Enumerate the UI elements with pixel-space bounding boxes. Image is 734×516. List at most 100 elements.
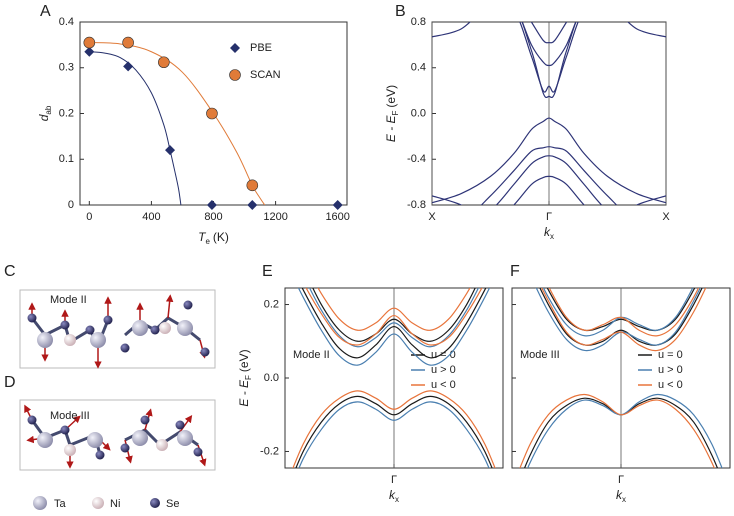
legend-label: Se	[166, 498, 179, 510]
axis-label-sub: ab	[44, 105, 53, 114]
legend-label: u = 0	[658, 349, 683, 361]
y-tick-label: 0.1	[59, 153, 74, 165]
axis-label-unit: (eV)	[384, 85, 398, 108]
axis-label-sub: x	[622, 495, 626, 504]
band-line	[308, 288, 480, 348]
legend-label: Ni	[110, 498, 120, 510]
structure-label: Mode III	[50, 410, 90, 422]
fit-curve	[89, 51, 182, 205]
point	[206, 200, 217, 210]
panel-letter: A	[40, 3, 51, 20]
annotation: Mode II	[293, 349, 330, 361]
axis-label: dab	[37, 105, 53, 121]
band-line	[521, 22, 577, 67]
x-tick-label: X	[662, 211, 670, 223]
annotation: Mode III	[520, 349, 560, 361]
x-tick-label: X	[428, 211, 436, 223]
x-tick-label: 400	[142, 211, 160, 223]
axis-label-sub: x	[395, 495, 399, 504]
axis-label-main: k	[389, 488, 396, 502]
axis-label-main: k	[544, 225, 551, 239]
band-line	[297, 288, 491, 366]
panel-letter: D	[4, 374, 16, 391]
legend-marker	[229, 69, 241, 81]
legend-label: u < 0	[431, 379, 456, 391]
band-line	[301, 288, 487, 359]
point	[122, 36, 134, 49]
band-line	[541, 288, 707, 352]
y-tick-label: 0.0	[264, 372, 279, 384]
y-tick-label: 0.4	[411, 62, 426, 74]
x-tick-label: 0	[86, 211, 92, 223]
axis-label-main: T	[198, 230, 207, 244]
x-tick-label: 800	[204, 211, 222, 223]
axis-label-sub: e	[205, 237, 210, 246]
point	[123, 61, 134, 72]
axis-label-sub: F	[391, 110, 400, 115]
band-line	[292, 390, 496, 468]
y-tick-label: 0.2	[59, 107, 74, 119]
point	[332, 200, 343, 210]
y-tick-label: -0.4	[407, 153, 426, 165]
legend-marker	[230, 43, 240, 53]
band-line	[480, 146, 618, 205]
y-tick-label: 0.0	[411, 107, 426, 119]
x-tick-label: 1200	[263, 211, 287, 223]
band-line	[546, 288, 696, 332]
legend-label: u < 0	[658, 379, 683, 391]
axis-label: kx	[544, 225, 554, 241]
axis-label-unit: (K)	[213, 230, 229, 244]
band-line	[539, 288, 703, 346]
y-tick-label: 0.2	[264, 298, 279, 310]
axis-label-sub: F	[244, 375, 253, 380]
band-line	[312, 288, 476, 342]
y-tick-label: 0	[68, 199, 74, 211]
band-line	[513, 175, 585, 205]
band-line	[295, 395, 493, 468]
legend-label: PBE	[250, 42, 272, 54]
band-line	[317, 288, 471, 331]
point	[83, 36, 96, 49]
legend-label: u > 0	[658, 364, 683, 376]
panel-letter: B	[395, 3, 406, 20]
band-line	[305, 288, 483, 346]
axis-label-sub: x	[550, 232, 554, 241]
atom-legend	[33, 496, 160, 510]
band-line	[530, 22, 568, 44]
panel-letter: E	[262, 263, 273, 280]
y-tick-label: 0.3	[59, 62, 74, 74]
band-line	[432, 22, 666, 93]
x-tick-label: 1600	[325, 211, 349, 223]
legend-label: Ta	[54, 498, 67, 510]
legend-label: SCAN	[250, 69, 281, 81]
x-tick-label: Γ	[618, 474, 624, 486]
axis-label: E - EF (eV)	[384, 85, 400, 142]
structure-label: Mode II	[50, 294, 87, 306]
y-tick-label: -0.8	[407, 199, 426, 211]
band-line	[298, 401, 490, 468]
band-line	[548, 288, 700, 337]
x-tick-label: Γ	[391, 474, 397, 486]
band-line	[495, 155, 603, 205]
point	[84, 46, 95, 57]
axis-label: E - EF (eV)	[237, 349, 253, 406]
axis-label-main: k	[616, 488, 623, 502]
axis-label-unit: (eV)	[237, 349, 251, 372]
panel-letter: C	[4, 263, 16, 280]
structure-c	[19, 289, 216, 369]
structure-d	[19, 399, 216, 471]
band-line	[519, 393, 715, 468]
axis-label-main: E - E	[237, 379, 251, 407]
axis-label: Te (K)	[198, 230, 229, 246]
point	[165, 145, 176, 156]
axis-label: kx	[616, 488, 626, 504]
band-line	[432, 117, 666, 204]
axis-label-main: E - E	[384, 114, 398, 142]
point	[247, 200, 258, 210]
point	[246, 179, 259, 192]
panel-letter: F	[510, 263, 520, 280]
y-tick-label: 0.4	[59, 16, 74, 28]
y-tick-label: -0.2	[260, 445, 279, 457]
axis-label: kx	[389, 488, 399, 504]
